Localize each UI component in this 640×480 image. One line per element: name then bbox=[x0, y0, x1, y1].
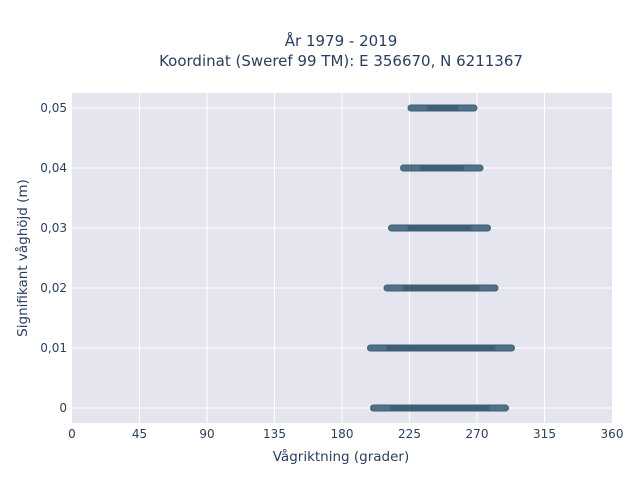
x-axis-title: Vågriktning (grader) bbox=[273, 448, 410, 465]
y-axis-ticks: 0 0,01 0,02 0,03 0,04 0,05 bbox=[40, 101, 67, 415]
grid bbox=[72, 93, 612, 423]
x-tick-label: 270 bbox=[466, 427, 489, 441]
y-tick-label: 0 bbox=[59, 401, 67, 415]
data-points bbox=[367, 104, 515, 412]
x-tick-label: 360 bbox=[601, 427, 624, 441]
x-tick-label: 0 bbox=[68, 427, 76, 441]
chart-title: År 1979 - 2019 bbox=[285, 31, 398, 50]
x-axis-ticks: 0 45 90 135 180 225 270 315 360 bbox=[68, 427, 623, 441]
x-tick-label: 315 bbox=[533, 427, 556, 441]
x-tick-label: 180 bbox=[331, 427, 354, 441]
y-tick-label: 0,01 bbox=[40, 341, 67, 355]
y-axis-title: Signifikant våghöjd (m) bbox=[14, 179, 31, 337]
chart-subtitle: Koordinat (Sweref 99 TM): E 356670, N 62… bbox=[159, 52, 523, 70]
x-tick-label: 225 bbox=[398, 427, 421, 441]
x-tick-label: 45 bbox=[132, 427, 147, 441]
x-tick-label: 90 bbox=[199, 427, 214, 441]
y-tick-label: 0,03 bbox=[40, 221, 67, 235]
y-tick-label: 0,04 bbox=[40, 161, 67, 175]
x-tick-label: 135 bbox=[263, 427, 286, 441]
y-tick-label: 0,05 bbox=[40, 101, 67, 115]
y-tick-label: 0,02 bbox=[40, 281, 67, 295]
